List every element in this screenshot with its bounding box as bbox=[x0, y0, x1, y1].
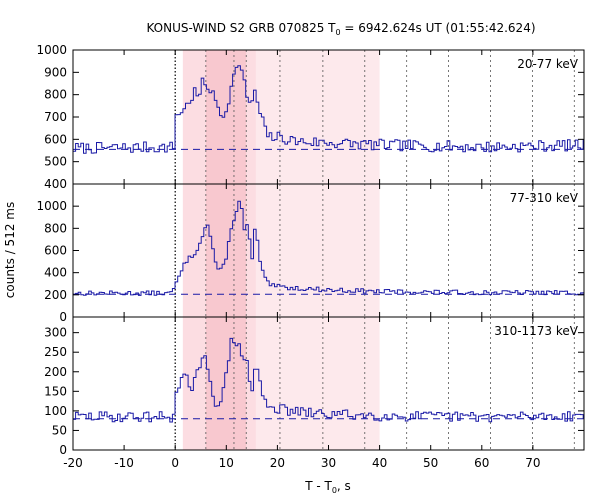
light-curve-series bbox=[73, 337, 584, 423]
x-tick-label: 60 bbox=[474, 456, 489, 470]
y-tick-label: 700 bbox=[44, 110, 67, 124]
peak-interval-shade bbox=[205, 184, 247, 317]
y-tick-label: 400 bbox=[44, 177, 67, 191]
energy-band-label: 310-1173 keV bbox=[494, 324, 578, 338]
y-tick-label: 150 bbox=[44, 384, 67, 398]
energy-band-label: 77-310 keV bbox=[510, 191, 579, 205]
y-tick-label: 800 bbox=[44, 88, 67, 102]
y-tick-label: 900 bbox=[44, 65, 67, 79]
energy-band-label: 20-77 keV bbox=[517, 57, 579, 71]
panel-1: 400 500 600 700 800 900 1000 20-77 keV bbox=[36, 43, 585, 191]
x-tick-label: 20 bbox=[270, 456, 285, 470]
y-tick-label: 1000 bbox=[36, 199, 67, 213]
y-tick-label: 300 bbox=[44, 326, 67, 340]
y-tick-label: 100 bbox=[44, 404, 67, 418]
y-tick-label: 500 bbox=[44, 155, 67, 169]
y-tick-label: 200 bbox=[44, 365, 67, 379]
panel-2: 0 200 400 600 800 1000 77-310 keV bbox=[36, 183, 585, 324]
outer-interval-shade bbox=[255, 184, 380, 317]
x-tick-label: 70 bbox=[525, 456, 540, 470]
x-tick-label: 40 bbox=[372, 456, 387, 470]
peak-interval-shade bbox=[205, 50, 247, 184]
y-axis-title: counts / 512 ms bbox=[3, 202, 17, 298]
y-tick-label: 600 bbox=[44, 244, 67, 258]
x-tick-label: 50 bbox=[423, 456, 438, 470]
chart-title: KONUS-WIND S2 GRB 070825 T0 = 6942.624s … bbox=[146, 21, 535, 37]
x-axis-title: T - T0, s bbox=[304, 479, 351, 495]
x-tick-label: 30 bbox=[321, 456, 336, 470]
peak-interval-shade bbox=[205, 317, 247, 450]
y-tick-label: 50 bbox=[52, 423, 67, 437]
y-tick-label: 200 bbox=[44, 288, 67, 302]
y-tick-label: 0 bbox=[59, 310, 67, 324]
x-tick-label: 10 bbox=[219, 456, 234, 470]
outer-interval-shade bbox=[255, 317, 380, 450]
y-tick-label: 1000 bbox=[36, 43, 67, 57]
x-tick-label: -20 bbox=[63, 456, 83, 470]
outer-interval-shade bbox=[255, 50, 380, 184]
x-tick-label: 0 bbox=[171, 456, 179, 470]
x-tick-label: -10 bbox=[114, 456, 134, 470]
panel-3: 0 50 100 150 200 250 300 310-1173 keV bbox=[44, 316, 585, 457]
y-tick-label: 600 bbox=[44, 132, 67, 146]
light-curve-series bbox=[73, 65, 584, 154]
light-curve-series bbox=[73, 200, 584, 296]
y-tick-label: 400 bbox=[44, 266, 67, 280]
y-tick-label: 0 bbox=[59, 443, 67, 457]
y-tick-label: 250 bbox=[44, 345, 67, 359]
y-tick-label: 800 bbox=[44, 221, 67, 235]
